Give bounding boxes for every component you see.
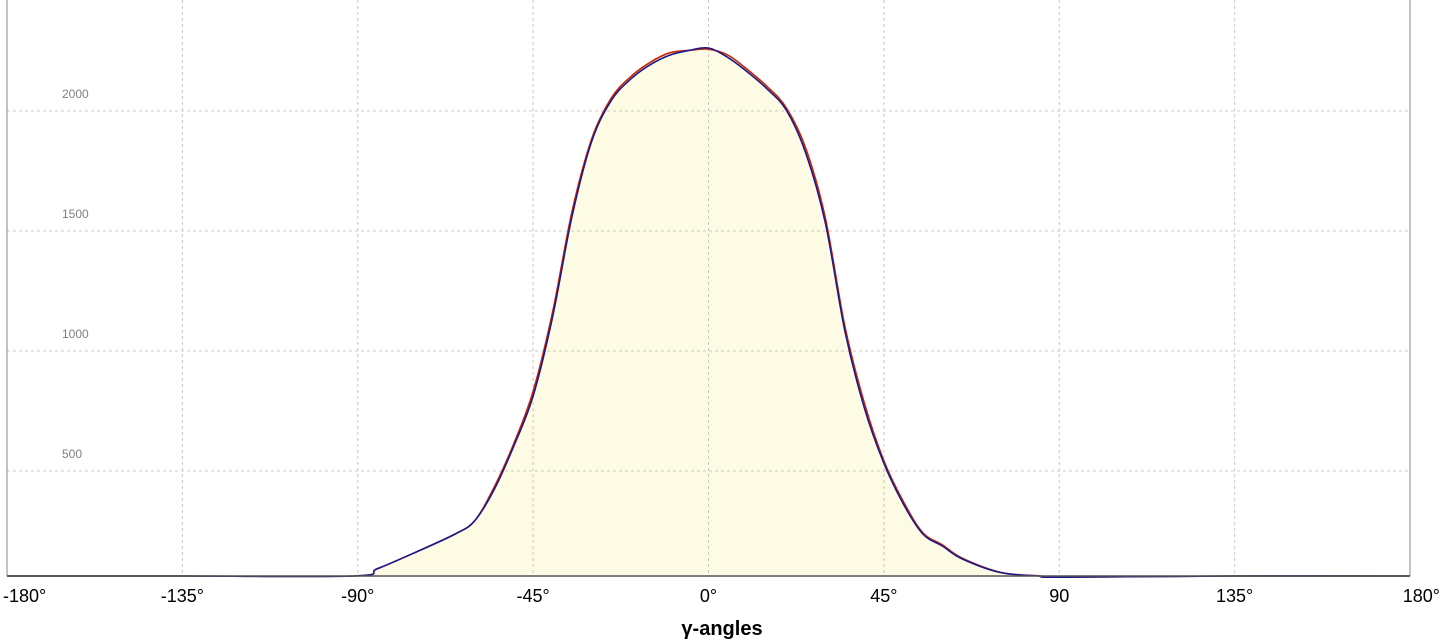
y-tick-labels: 500 1000 1500 2000	[62, 87, 89, 461]
grid-layer	[7, 0, 1410, 576]
y-tick-label: 1500	[62, 207, 89, 221]
x-tick-label: 0°	[700, 586, 717, 606]
x-tick-label: -90°	[341, 586, 374, 606]
series-layer	[7, 46, 1411, 579]
x-tick-label: -180°	[3, 586, 46, 606]
x-tick-label: -135°	[161, 586, 204, 606]
x-tick-label: 45°	[870, 586, 897, 606]
x-axis-title: γ-angles	[681, 618, 762, 640]
y-tick-label: 2000	[62, 87, 89, 101]
x-tick-label: 90	[1049, 586, 1069, 606]
x-tick-label: 180°	[1403, 586, 1440, 606]
plot-frame-layer	[6, 0, 1411, 577]
y-tick-label: 500	[62, 447, 82, 461]
x-tick-labels: -180° -135° -90° -45° 0° 45° 90 135° 180°	[3, 586, 1440, 606]
x-tick-label: 135°	[1216, 586, 1253, 606]
y-tick-label: 1000	[62, 327, 89, 341]
series-line-2	[7, 46, 1411, 579]
x-tick-label: -45°	[517, 586, 550, 606]
